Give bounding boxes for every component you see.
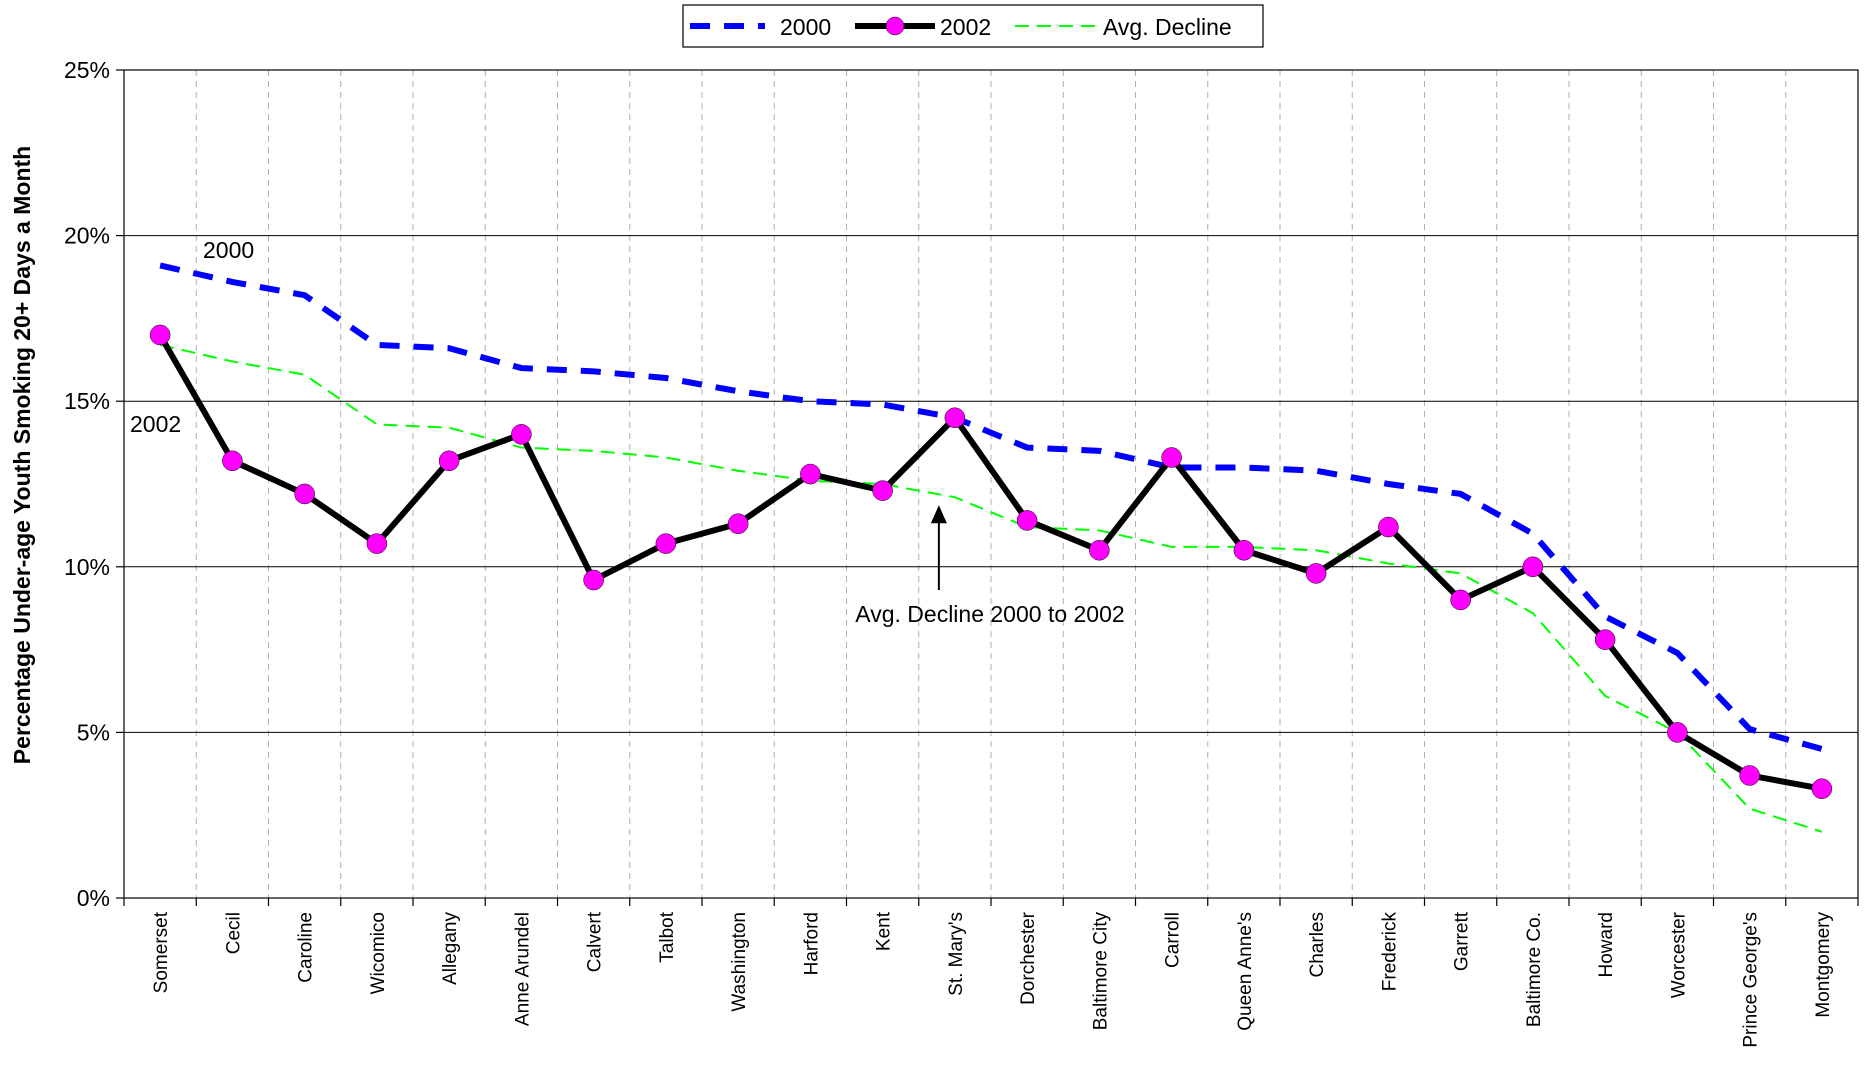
x-tick-label: Anne Arundel (512, 912, 533, 1026)
axes (116, 69, 1859, 906)
data-point-2002 (149, 324, 171, 346)
x-tick-label: St. Mary's (946, 912, 967, 996)
x-tick-label: Worcester (1668, 911, 1689, 998)
legend-marker-2002 (885, 16, 905, 36)
x-tick-label: Queen Anne's (1235, 912, 1256, 1031)
x-tick-label: Caroline (296, 912, 317, 983)
data-point-2002 (944, 407, 966, 429)
x-tick-label: Montgomery (1813, 912, 1834, 1018)
x-tick-label: Kent (874, 911, 895, 951)
data-point-2002 (1522, 556, 1544, 578)
data-point-2002 (511, 424, 532, 445)
legend: 2000 2002 Avg. Decline (682, 4, 1264, 48)
data-point-2002 (1811, 778, 1833, 799)
data-point-2002 (800, 463, 821, 485)
legend-box (682, 4, 1264, 48)
y-tick-label: 10% (64, 554, 110, 580)
arrow-head (930, 505, 947, 524)
x-tick-label: Wicomico (368, 912, 389, 994)
legend-label-avg-decline: Avg. Decline (1103, 14, 1232, 40)
axis-labels: 0% 5% 10% 15% 20% 25% Somerset Cecil Caroline Wic… (64, 57, 1834, 1048)
y-tick-label: 0% (77, 885, 110, 911)
x-tick-label: Calvert (585, 911, 606, 972)
x-tick-label: Washington (729, 912, 750, 1012)
data-point-2002 (1016, 510, 1038, 531)
series-lines (157, 262, 1823, 833)
annotation-avg-decline: Avg. Decline 2000 to 2002 (855, 601, 1124, 627)
grid-lines (124, 69, 1858, 898)
data-point-2002 (583, 569, 604, 591)
x-tick-label: Garrett (1452, 911, 1473, 971)
data-point-2002 (294, 483, 315, 505)
data-point-2002 (438, 450, 460, 472)
x-tick-label: Carroll (1163, 912, 1184, 968)
x-tick-label: Baltimore City (1090, 912, 1111, 1031)
data-point-2002 (1594, 629, 1616, 650)
x-tick-label: Cecil (223, 912, 244, 954)
data-point-2002 (1089, 539, 1110, 561)
series-line-avg-decline (159, 343, 1823, 833)
data-point-2002 (1233, 539, 1255, 561)
y-tick-label: 25% (64, 57, 110, 83)
x-tick-label: Talbot (657, 911, 678, 962)
series-markers (149, 324, 1833, 799)
annotation-2002: 2002 (130, 411, 181, 437)
avg-decline-arrow (930, 505, 947, 590)
data-point-2002 (222, 450, 243, 472)
data-point-2002 (366, 533, 388, 554)
y-axis-title: Percentage Under-age Youth Smoking 20+ D… (9, 146, 35, 764)
x-tick-label: Somerset (151, 911, 172, 993)
x-tick-label: Baltimore Co. (1524, 912, 1545, 1027)
x-tick-label: Howard (1596, 912, 1617, 977)
data-point-2002 (872, 480, 893, 501)
y-tick-label: 20% (64, 223, 110, 249)
data-point-2002 (1667, 722, 1688, 743)
data-point-2002 (1378, 516, 1399, 538)
data-point-2002 (1161, 447, 1182, 468)
annotation-2000: 2000 (203, 237, 254, 263)
data-point-2002 (727, 513, 749, 534)
series-line-2002 (157, 333, 1823, 792)
x-tick-label: Frederick (1379, 912, 1400, 992)
y-tick-label: 15% (64, 388, 110, 414)
series-line-2000 (159, 262, 1823, 752)
x-tick-label: Prince George's (1741, 912, 1762, 1048)
y-tick-label: 5% (77, 719, 110, 745)
legend-label-2000: 2000 (780, 14, 831, 40)
x-tick-label: Dorchester (1018, 911, 1039, 1005)
data-point-2002 (1450, 589, 1471, 611)
data-point-2002 (1305, 563, 1327, 584)
x-tick-label: Charles (1307, 912, 1328, 977)
x-tick-label: Harford (801, 912, 822, 975)
data-point-2002 (655, 533, 677, 554)
x-tick-label: Allegany (440, 912, 461, 985)
data-point-2002 (1739, 765, 1760, 786)
legend-label-2002: 2002 (940, 14, 991, 40)
